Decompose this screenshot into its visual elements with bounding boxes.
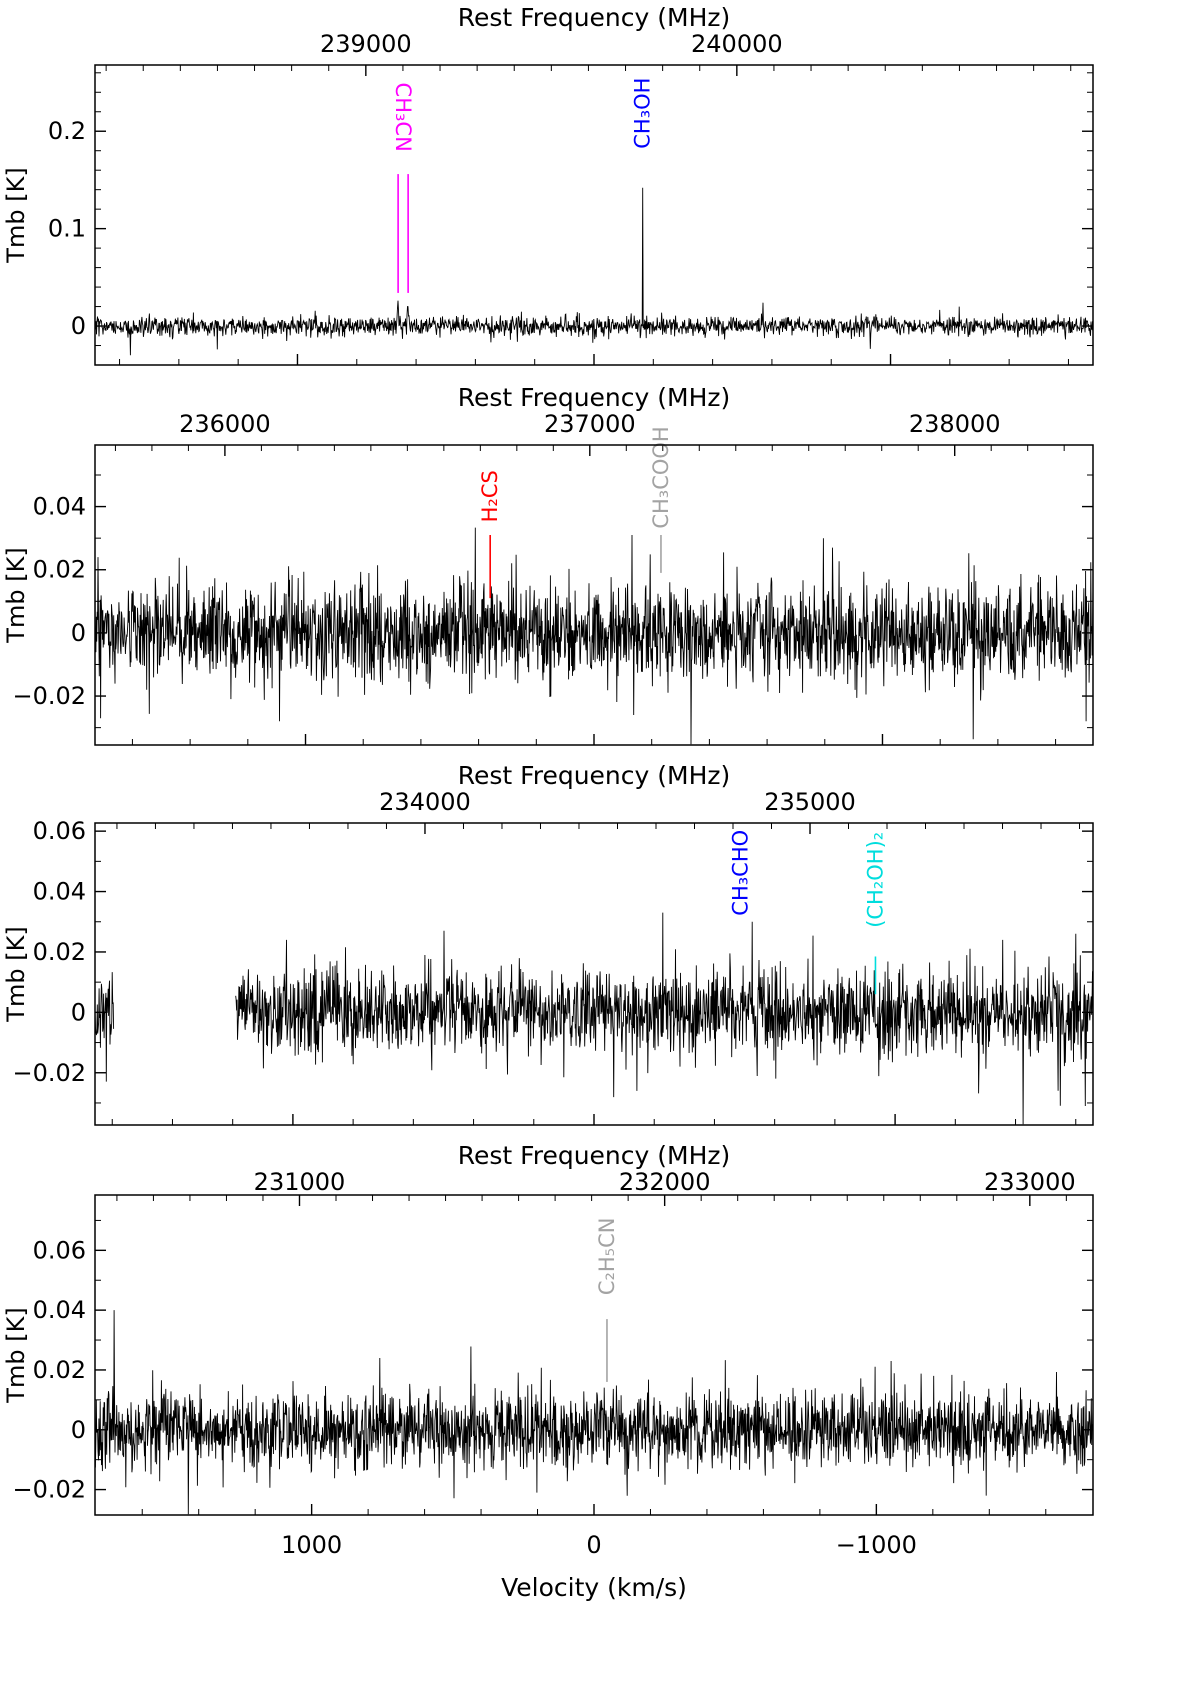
molecule-marker: CH₃COOH [649, 426, 673, 573]
molecule-marker: CH₃CN [391, 83, 415, 293]
spectrum-trace [94, 527, 1094, 745]
molecule-marker: C₂H₅CN [595, 1218, 619, 1382]
y-axis-label: Tmb [K] [2, 926, 30, 1022]
freq-tick-label: 238000 [909, 410, 1001, 438]
molecule-label: CH₃OH [631, 78, 655, 149]
velocity-axis-title: Velocity (km/s) [501, 1573, 687, 1602]
y-tick-label: 0.2 [48, 117, 86, 145]
freq-tick-label: 239000 [320, 30, 412, 58]
plot-frame [94, 64, 1094, 366]
top-axis-title: Rest Frequency (MHz) [458, 3, 731, 32]
freq-tick-label: 236000 [179, 410, 271, 438]
molecule-label: CH₃CN [391, 83, 415, 152]
freq-tick-label: 233000 [984, 1168, 1076, 1196]
spectrum-trace [94, 1310, 1094, 1515]
molecule-label: CH₃COOH [649, 426, 673, 528]
velocity-tick-label: 0 [586, 1531, 601, 1559]
freq-tick-label: 234000 [379, 788, 471, 816]
y-axis-label: Tmb [K] [2, 547, 30, 643]
spectrum-trace [94, 187, 1094, 356]
freq-tick-label: 231000 [254, 1168, 346, 1196]
molecule-marker: (CH₂OH)₂ [863, 832, 887, 995]
y-tick-label: 0.04 [33, 493, 86, 521]
y-tick-label: 0.02 [33, 556, 86, 584]
y-axis-label: Tmb [K] [2, 1307, 30, 1403]
molecule-marker: CH₃OH [631, 78, 655, 149]
top-axis-title: Rest Frequency (MHz) [458, 383, 731, 412]
velocity-tick-label: −1000 [836, 1531, 917, 1559]
molecule-marker: CH₃CHO [729, 830, 753, 916]
y-tick-label: −0.02 [12, 1476, 86, 1504]
panel-2: Rest Frequency (MHz) 236000 237000 238000 Tm… [2, 383, 1094, 746]
y-tick-label: −0.02 [12, 682, 86, 710]
molecule-marker: H₂CS [478, 470, 502, 599]
y-tick-label: 0.04 [33, 878, 86, 906]
panel-4: Rest Frequency (MHz) 231000 232000 233000 Tm… [2, 1141, 1094, 1559]
y-tick-label: 0.02 [33, 1356, 86, 1384]
molecule-label: H₂CS [478, 470, 502, 522]
y-tick-label: 0.06 [33, 1236, 86, 1264]
molecule-label: (CH₂OH)₂ [863, 832, 887, 928]
y-tick-label: 0.1 [48, 215, 86, 243]
plot-frame [94, 444, 1094, 746]
freq-tick-label: 240000 [691, 30, 783, 58]
molecule-label: C₂H₅CN [595, 1218, 619, 1296]
panel-3: Rest Frequency (MHz)234000 235000 Tmb [K] −… [2, 761, 1094, 1126]
y-tick-label: 0 [71, 619, 86, 647]
top-axis-title: Rest Frequency (MHz) [458, 1141, 731, 1170]
y-tick-label: −0.02 [12, 1059, 86, 1087]
freq-tick-label: 235000 [764, 788, 856, 816]
plot-frame [94, 822, 1094, 1126]
y-axis-label: Tmb [K] [2, 167, 30, 263]
y-tick-label: 0 [71, 312, 86, 340]
freq-tick-label: 237000 [544, 410, 636, 438]
y-tick-label: 0.06 [33, 817, 86, 845]
y-tick-label: 0 [71, 1416, 86, 1444]
top-axis-title: Rest Frequency (MHz) [458, 761, 731, 790]
panel-1: Rest Frequency (MHz) 239000 240000 Tmb [K] 0… [2, 3, 1094, 366]
plot-frame [94, 1194, 1094, 1516]
freq-tick-label: 232000 [619, 1168, 711, 1196]
velocity-tick-label: 1000 [281, 1531, 342, 1559]
y-tick-label: 0 [71, 998, 86, 1026]
spectrum-trace [94, 912, 1094, 1125]
y-tick-label: 0.02 [33, 938, 86, 966]
molecule-label: CH₃CHO [729, 830, 753, 916]
y-tick-label: 0.04 [33, 1296, 86, 1324]
